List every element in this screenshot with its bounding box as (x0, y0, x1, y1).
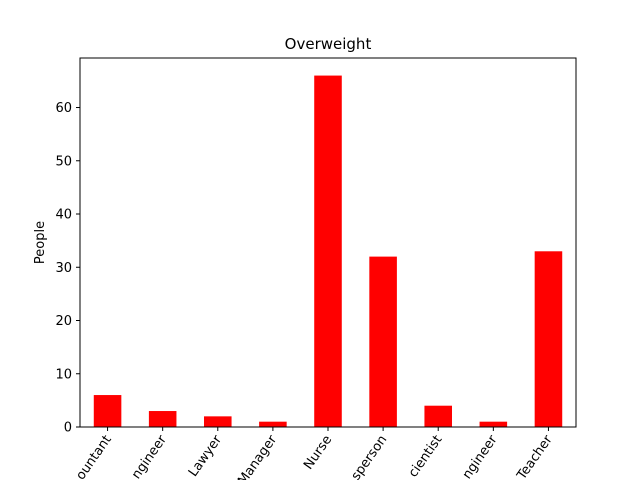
y-tick-label: 0 (64, 421, 72, 436)
x-tick-label: Lawyer (186, 432, 226, 480)
chart-title: Overweight (285, 35, 372, 53)
x-tick-label: Nurse (301, 433, 335, 473)
x-axis-ticks: ountant ngineer Lawyer Manager Nurse sperson c… (73, 427, 556, 480)
plot-area-frame (79, 57, 577, 428)
bar-scientist (424, 405, 452, 427)
y-tick-label: 60 (55, 101, 72, 116)
x-tick-label: Manager (235, 432, 280, 480)
y-axis-title: People (33, 221, 48, 264)
y-tick-label: 50 (55, 154, 72, 169)
y-axis-ticks: 0 10 20 30 40 50 60 (55, 101, 80, 436)
x-tick-label: ngineer (460, 432, 501, 480)
y-tick-label: 40 (55, 208, 72, 223)
x-tick-label: ountant (73, 433, 114, 480)
bar-nurse (314, 75, 342, 427)
x-tick-label: cientist (406, 433, 446, 480)
bar-software-engineer (479, 421, 508, 427)
x-tick-label: ngineer (129, 432, 170, 480)
bar-salesperson (369, 256, 397, 427)
y-tick-label: 10 (55, 367, 72, 382)
bar-teacher (534, 251, 563, 427)
bar-accountant (93, 395, 122, 427)
x-tick-label: Teacher (514, 432, 556, 480)
bar-engineer (148, 411, 177, 427)
bar-lawyer (204, 416, 232, 427)
y-tick-label: 30 (55, 261, 72, 276)
bars-layer (93, 75, 563, 427)
y-tick-label: 20 (55, 314, 72, 329)
bar-manager (259, 421, 287, 427)
x-tick-label: sperson (349, 433, 391, 480)
